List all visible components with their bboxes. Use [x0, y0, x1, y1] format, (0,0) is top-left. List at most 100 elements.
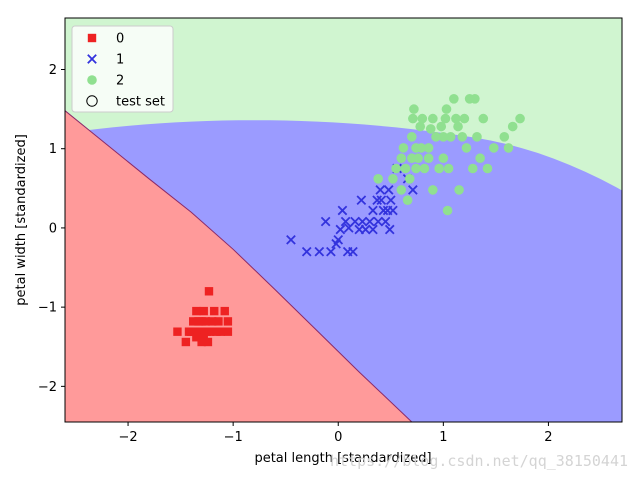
point-class-2	[404, 174, 415, 184]
point-class-1	[376, 195, 387, 206]
point-class-0	[197, 317, 206, 326]
point-class-2	[408, 113, 418, 124]
data-points	[173, 94, 525, 347]
x-tick-label: 0	[334, 430, 342, 445]
point-class-1	[384, 224, 395, 235]
point-class-2	[453, 121, 463, 132]
point-class-2	[457, 132, 468, 142]
point-class-1	[372, 195, 382, 206]
point-class-1	[408, 185, 418, 195]
point-class-2	[413, 153, 423, 164]
x-axis-ticks: −2 −1 0 1 2	[118, 422, 553, 445]
point-class-2	[451, 113, 461, 124]
point-class-1	[383, 185, 394, 195]
point-class-2	[396, 153, 407, 164]
y-tick-label: 2	[49, 63, 57, 78]
region-class-0	[65, 110, 412, 422]
point-class-0	[223, 317, 233, 326]
point-class-0	[199, 333, 208, 342]
y-tick-label: 1	[49, 142, 57, 157]
point-class-2	[398, 143, 409, 153]
legend-label-2: 2	[116, 74, 124, 89]
point-class-0	[204, 287, 214, 296]
x-tick-label: 1	[439, 430, 447, 445]
point-class-2	[436, 121, 447, 132]
point-class-1	[385, 195, 396, 206]
point-class-2	[442, 205, 453, 216]
point-class-1	[360, 224, 371, 235]
point-class-1	[333, 234, 344, 245]
point-class-2	[443, 163, 454, 174]
boundary-0-1	[65, 110, 413, 422]
point-class-2	[482, 163, 493, 174]
legend-label-test-set: test set	[116, 95, 165, 110]
point-class-2	[438, 132, 449, 142]
point-class-2	[417, 113, 428, 124]
point-class-1	[364, 216, 375, 227]
point-class-2	[445, 132, 456, 142]
point-class-1	[314, 246, 325, 257]
point-class-0	[184, 327, 194, 336]
point-class-0	[210, 306, 219, 316]
y-tick-label: −1	[38, 301, 57, 316]
legend-box	[71, 25, 174, 113]
point-class-2	[503, 143, 514, 153]
point-class-2	[428, 113, 438, 124]
point-class-0	[181, 337, 191, 347]
point-class-2	[459, 113, 470, 124]
point-class-0	[190, 327, 199, 336]
point-class-2	[467, 163, 478, 174]
x-tick-label: −1	[224, 430, 243, 445]
plot-frame	[64, 17, 623, 423]
point-class-2	[472, 132, 482, 142]
point-class-2	[373, 174, 383, 184]
point-class-0	[205, 327, 215, 336]
legend-marker-0	[87, 33, 97, 43]
point-class-0	[212, 327, 221, 336]
point-class-1	[356, 195, 367, 206]
point-class-1	[375, 185, 386, 195]
point-class-0	[214, 317, 223, 326]
point-class-2	[438, 153, 449, 164]
legend-marker-1	[87, 54, 97, 64]
point-class-2	[449, 94, 459, 104]
point-class-2	[419, 163, 430, 174]
point-class-0	[189, 317, 198, 326]
point-class-2	[407, 132, 417, 142]
point-class-0	[223, 327, 233, 336]
legend-label-1: 1	[116, 53, 124, 68]
legend-marker-test-set	[86, 95, 98, 107]
point-class-2	[499, 132, 510, 142]
point-class-1	[286, 234, 296, 245]
point-class-1	[368, 224, 378, 235]
y-axis-ticks: −2 −1 0 1 2	[38, 63, 65, 395]
point-class-2	[388, 174, 398, 184]
point-class-2	[391, 163, 401, 174]
legend: 0 1 2 test set	[71, 25, 174, 113]
y-tick-label: −2	[38, 380, 57, 395]
point-class-0	[197, 337, 206, 347]
point-class-1	[348, 246, 358, 257]
point-class-1	[350, 216, 360, 227]
point-class-2	[425, 124, 436, 134]
x-tick-label: −2	[118, 430, 137, 445]
point-class-0	[196, 327, 205, 336]
point-class-2	[440, 113, 451, 124]
point-class-2	[402, 195, 413, 205]
x-tick-label: 2	[544, 430, 552, 445]
point-class-1	[301, 246, 312, 257]
point-class-2	[470, 94, 480, 104]
point-class-2	[434, 163, 444, 174]
legend-marker-2	[87, 75, 97, 85]
point-class-2	[461, 143, 472, 153]
point-class-2	[488, 143, 499, 153]
point-class-0	[220, 306, 229, 316]
point-class-2	[396, 185, 407, 195]
point-class-0	[199, 306, 208, 316]
point-class-0	[207, 317, 217, 326]
point-class-2	[411, 163, 421, 174]
point-class-1	[378, 205, 389, 216]
point-class-1	[368, 205, 378, 216]
point-class-1	[337, 205, 348, 216]
